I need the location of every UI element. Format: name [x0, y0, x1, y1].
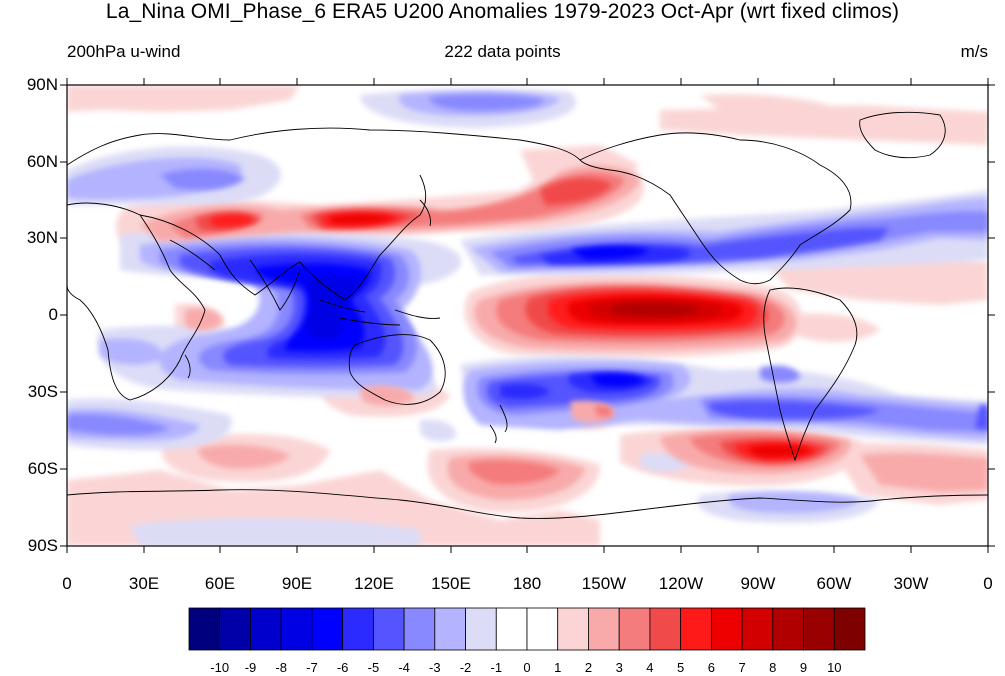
colorbar-swatch	[465, 607, 497, 651]
lon-label-90e: 90E	[281, 574, 313, 593]
lat-label-90s: 90S	[27, 536, 58, 555]
colorbar-tick-label: -7	[306, 660, 318, 675]
colorbar-tick-label: 0	[523, 660, 531, 675]
lat-label-60s: 60S	[27, 459, 58, 478]
colorbar-swatch	[710, 607, 743, 651]
colorbar-tick-label: 2	[584, 660, 593, 675]
lon-label-30w: 30W	[893, 574, 929, 593]
lon-label-30e: 30E	[128, 574, 160, 593]
lat-label-30n: 30N	[26, 228, 58, 247]
lon-label-180: 180	[512, 574, 542, 593]
colorbar-swatch	[618, 607, 651, 651]
colorbar-tick-label: -8	[275, 660, 287, 675]
colorbar-swatch	[680, 607, 712, 651]
anomaly-field	[67, 85, 988, 546]
colorbar-swatch	[280, 607, 313, 651]
lon-label-60e: 60E	[204, 574, 236, 593]
colorbar-swatch	[434, 607, 466, 651]
colorbar-tick-label: -2	[459, 660, 472, 675]
coastlines	[67, 111, 988, 519]
colorbar-tick-label: -9	[244, 660, 257, 675]
colorbar-swatch	[649, 607, 682, 651]
data-points-label: 222 data points	[444, 42, 561, 61]
colorbar-tick-label: 3	[615, 660, 623, 675]
colorbar-tick-label: 10	[827, 660, 842, 675]
colorbar-swatch	[526, 607, 559, 651]
colorbar-swatch	[342, 607, 374, 651]
colorbar-swatch	[219, 607, 251, 651]
colorbar-tick-label: -10	[210, 660, 230, 675]
units-label: m/s	[960, 42, 988, 61]
axis-ticks	[60, 78, 995, 553]
colorbar-swatch	[803, 607, 835, 651]
colorbar-tick-label: 1	[554, 660, 562, 675]
lat-label-eq: 0	[48, 305, 58, 324]
lat-label-60n: 60N	[26, 152, 58, 171]
colorbar-tick-label: 6	[707, 660, 715, 675]
colorbar-tick-label: 7	[738, 660, 746, 675]
colorbar-swatch	[741, 607, 774, 651]
colorbar-swatch	[311, 607, 344, 651]
lat-label-90n: 90N	[26, 75, 58, 94]
colorbar-tick-label: -5	[367, 660, 380, 675]
colorbar-swatch	[588, 607, 620, 651]
colorbar	[188, 607, 866, 651]
colorbar-tick-label: 8	[769, 660, 777, 675]
colorbar-swatch	[250, 607, 282, 651]
figure-title: La_Nina OMI_Phase_6 ERA5 U200 Anomalies …	[105, 0, 900, 23]
colorbar-swatch	[772, 607, 804, 651]
lon-label-90w: 90W	[740, 574, 776, 593]
lon-label-150e: 150E	[431, 574, 471, 593]
lon-label-120e: 120E	[354, 574, 394, 593]
variable-label: 200hPa u-wind	[67, 42, 181, 61]
colorbar-swatch	[188, 607, 221, 651]
lon-label-0-right: 0	[983, 574, 993, 593]
lon-label-120w: 120W	[658, 574, 704, 593]
colorbar-tick-label: 5	[676, 660, 685, 675]
lon-label-150w: 150W	[581, 574, 627, 593]
colorbar-swatch	[557, 607, 589, 651]
colorbar-tick-label: -6	[336, 660, 349, 675]
colorbar-swatch	[372, 607, 405, 651]
lon-label-0: 0	[62, 574, 72, 593]
colorbar-swatch	[833, 607, 866, 651]
colorbar-swatch	[403, 607, 436, 651]
lon-label-60w: 60W	[816, 574, 852, 593]
colorbar-tick-label: 4	[646, 660, 654, 675]
lat-label-30s: 30S	[27, 382, 58, 401]
colorbar-tick-label: -1	[490, 660, 503, 675]
colorbar-tick-label: 9	[799, 660, 808, 675]
colorbar-tick-label: -4	[398, 660, 410, 675]
colorbar-swatch	[495, 607, 528, 651]
colorbar-tick-label: -3	[429, 660, 441, 675]
